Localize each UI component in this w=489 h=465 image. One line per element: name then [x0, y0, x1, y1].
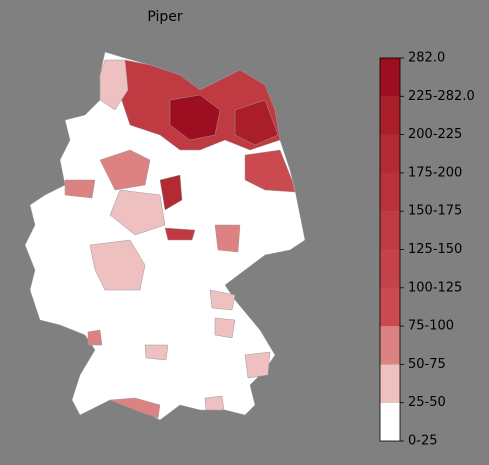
region: [244, 149, 296, 193]
colorbar-segment: [380, 402, 400, 441]
colorbar-segment: [380, 249, 400, 288]
colorbar-label: 100-125: [408, 280, 462, 295]
region: [109, 397, 161, 419]
region: [234, 99, 279, 146]
colorbar-label: 175-200: [408, 165, 462, 180]
colorbar-segment: [380, 211, 400, 250]
region: [159, 174, 183, 211]
map-title: Piper: [147, 9, 183, 25]
region: [164, 227, 196, 241]
colorbar-segment: [380, 326, 400, 365]
colorbar-label: 50-75: [408, 357, 446, 372]
region: [169, 94, 221, 141]
colorbar-segment: [380, 287, 400, 327]
region: [244, 351, 271, 379]
region: [209, 289, 236, 311]
region: [214, 224, 241, 253]
colorbar-segment: [380, 134, 400, 173]
colorbar-label: 282.0: [408, 51, 445, 66]
region: [214, 317, 236, 339]
region: [144, 344, 169, 361]
region: [89, 239, 146, 291]
region: [99, 149, 151, 191]
region: [109, 189, 166, 236]
region: [87, 329, 103, 346]
colorbar-label: 125-150: [408, 242, 462, 257]
colorbar-segment: [380, 96, 400, 135]
region: [64, 179, 96, 199]
colorbar-segment: [380, 58, 400, 97]
colorbar-label: 75-100: [408, 319, 454, 334]
colorbar-label: 150-175: [408, 204, 462, 219]
region: [99, 59, 129, 111]
colorbar-segment: [380, 364, 400, 403]
region: [204, 395, 225, 411]
colorbar: 0-25 25-50 50-75 75-100 100-125 125-150 150-17…: [379, 51, 475, 449]
germany-map: [24, 51, 306, 421]
colorbar-label: 225-282.0: [408, 89, 475, 104]
colorbar-label: 25-50: [408, 395, 446, 410]
colorbar-segment: [380, 172, 400, 212]
colorbar-label: 0-25: [408, 434, 438, 449]
colorbar-label: 200-225: [408, 127, 462, 142]
